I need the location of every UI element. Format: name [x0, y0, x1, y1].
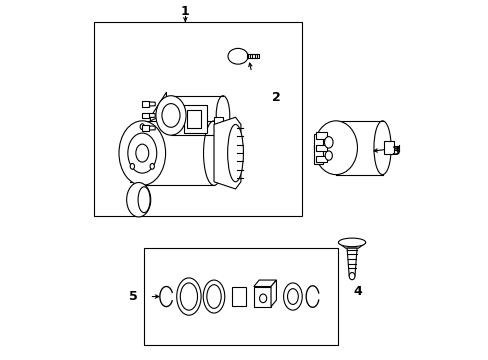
Ellipse shape — [227, 48, 247, 64]
Polygon shape — [149, 102, 155, 106]
Ellipse shape — [325, 151, 332, 160]
Ellipse shape — [136, 144, 148, 162]
Ellipse shape — [127, 133, 157, 173]
Polygon shape — [130, 182, 144, 184]
Ellipse shape — [156, 96, 185, 135]
Ellipse shape — [324, 136, 332, 148]
Ellipse shape — [373, 121, 390, 175]
Bar — [316, 132, 326, 139]
Text: 3: 3 — [390, 145, 399, 158]
Ellipse shape — [150, 163, 154, 169]
Ellipse shape — [203, 121, 224, 185]
Bar — [144, 248, 337, 345]
Text: 2: 2 — [272, 91, 281, 104]
Bar — [183, 105, 206, 134]
Bar — [142, 113, 149, 118]
Polygon shape — [346, 248, 356, 276]
Bar — [142, 125, 149, 131]
Ellipse shape — [348, 273, 354, 280]
Bar — [94, 22, 301, 216]
Ellipse shape — [176, 278, 201, 315]
Ellipse shape — [227, 125, 243, 182]
Polygon shape — [149, 126, 155, 130]
Ellipse shape — [119, 121, 165, 185]
Ellipse shape — [338, 238, 365, 247]
Bar — [314, 134, 323, 164]
Polygon shape — [270, 280, 276, 307]
Polygon shape — [150, 92, 166, 121]
Ellipse shape — [126, 183, 150, 217]
Ellipse shape — [206, 285, 221, 309]
Ellipse shape — [259, 294, 266, 303]
Ellipse shape — [216, 96, 229, 135]
Ellipse shape — [314, 121, 357, 175]
Bar — [253, 287, 270, 307]
Text: 1: 1 — [181, 5, 189, 18]
Ellipse shape — [138, 187, 150, 213]
Ellipse shape — [140, 124, 144, 130]
Bar — [231, 287, 246, 306]
Ellipse shape — [180, 283, 197, 310]
Ellipse shape — [203, 280, 224, 313]
Polygon shape — [253, 280, 276, 287]
Ellipse shape — [162, 104, 180, 127]
Text: 5: 5 — [129, 290, 138, 303]
Bar — [316, 156, 326, 162]
Bar — [214, 117, 223, 160]
Bar — [384, 141, 394, 154]
Ellipse shape — [287, 289, 298, 305]
Ellipse shape — [283, 283, 302, 310]
Polygon shape — [149, 113, 155, 117]
Polygon shape — [214, 117, 241, 189]
Bar — [247, 54, 258, 58]
Bar — [187, 110, 201, 128]
Bar — [316, 145, 326, 151]
Text: 4: 4 — [352, 285, 361, 298]
Ellipse shape — [130, 163, 134, 169]
Polygon shape — [338, 243, 365, 248]
Bar — [142, 101, 149, 107]
